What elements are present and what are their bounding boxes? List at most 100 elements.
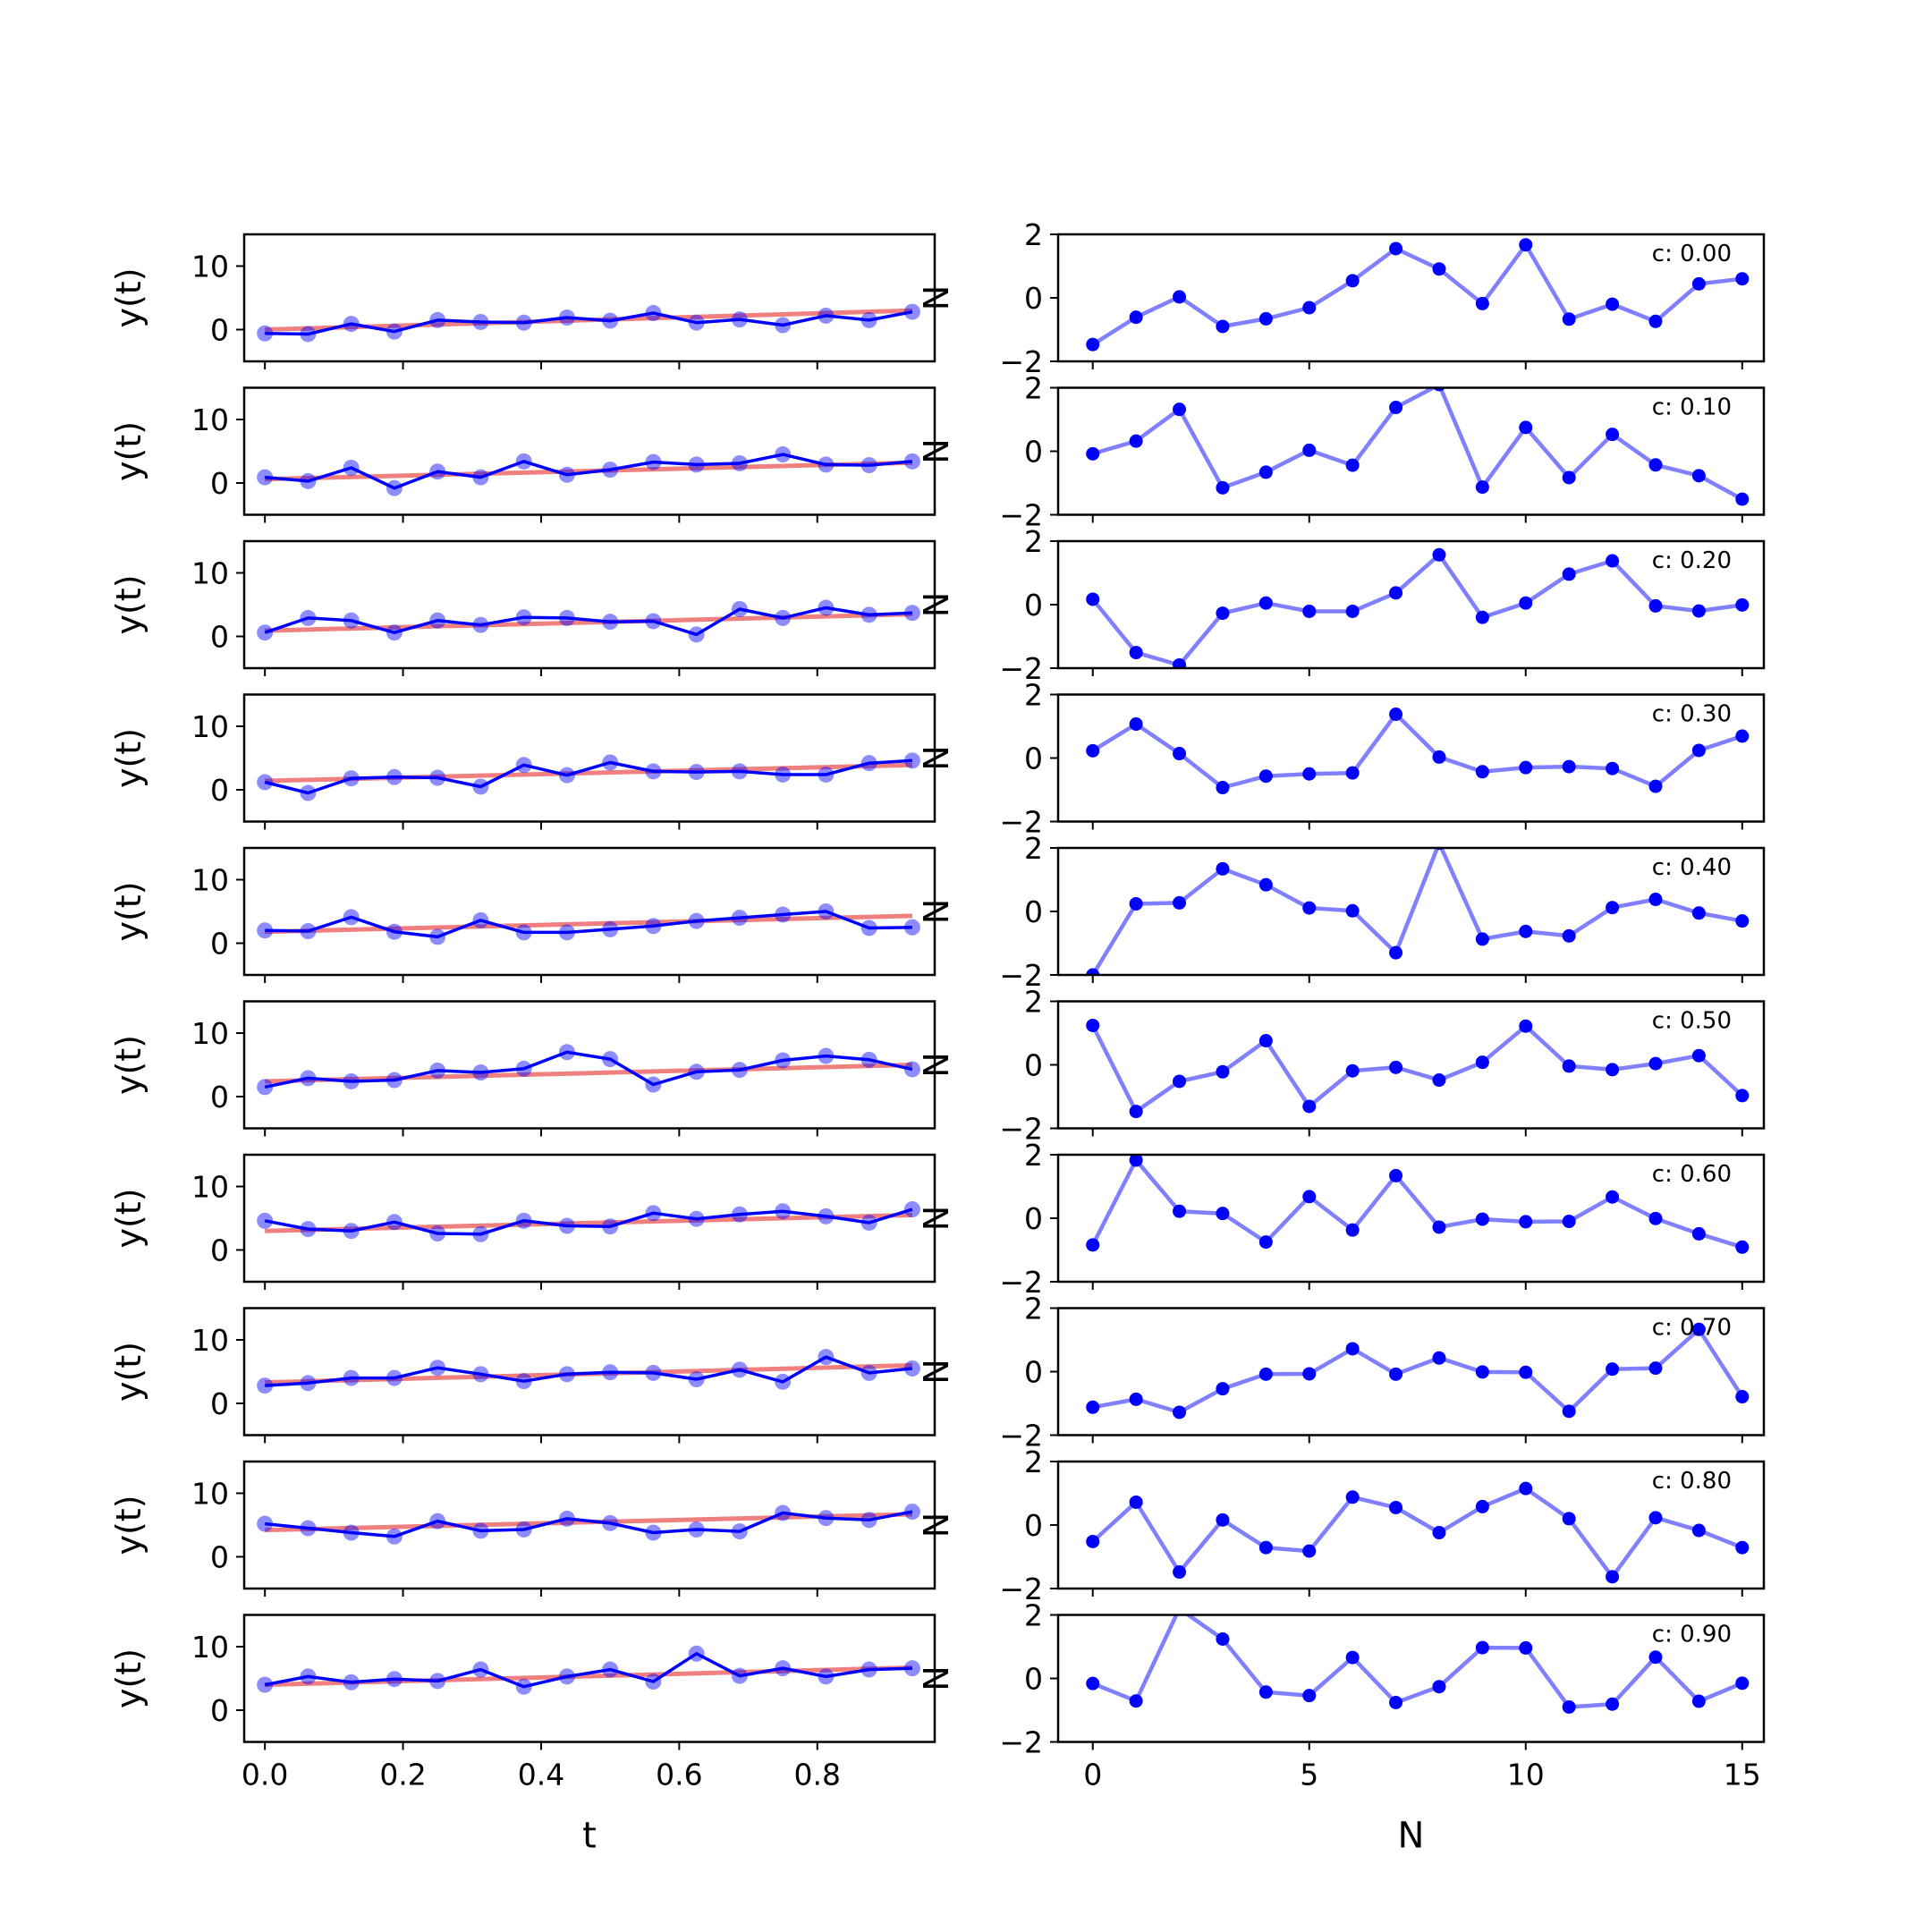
y-tick-label: 2 <box>1024 217 1043 252</box>
noise-point <box>1475 1499 1489 1513</box>
left-plot-area <box>257 1645 920 1695</box>
y-axis-label: N <box>917 592 956 617</box>
left-axes-frame <box>242 386 936 516</box>
noise-point <box>1735 1240 1750 1254</box>
y-tick-label: 2 <box>1024 1445 1043 1479</box>
left-x-axis-label: t <box>582 1816 597 1857</box>
y-tick-label: 10 <box>191 1016 229 1051</box>
y-tick-label: 0 <box>210 773 229 808</box>
noise-line <box>1090 1157 1743 1250</box>
noise-point <box>1432 1680 1446 1694</box>
noise-point <box>1735 1089 1750 1103</box>
noise-point <box>1258 1034 1273 1048</box>
left-plot-area <box>257 446 920 496</box>
noise-point <box>1216 781 1230 795</box>
left-panel-9: 0 10 y(t) 0.0 0.2 0.4 0.6 0.8 <box>109 1614 936 1792</box>
noise-line <box>1092 1327 1744 1415</box>
noise-point <box>1086 743 1100 758</box>
noise-point <box>1129 1105 1143 1119</box>
y-tick-label: 0 <box>210 1386 229 1421</box>
noise-point <box>1648 314 1663 328</box>
right-plot-area <box>1086 1481 1750 1584</box>
y-tick-label: 2 <box>1024 985 1043 1020</box>
noise-point <box>1258 769 1273 784</box>
x-tick-label: 5 <box>1300 1758 1318 1792</box>
right-plot-area <box>1086 547 1750 668</box>
data-point <box>257 774 274 791</box>
x-tick-label: 0.2 <box>379 1758 426 1792</box>
x-tick-label: 10 <box>1507 1758 1545 1792</box>
noise-point <box>1302 301 1317 315</box>
noise-point <box>1475 480 1489 495</box>
y-tick-label: 0 <box>1024 1201 1043 1236</box>
data-point <box>903 919 920 936</box>
noise-point <box>1258 596 1273 610</box>
right-plot-area <box>1086 1322 1750 1419</box>
left-panel-1: 0 10 y(t) <box>109 386 936 523</box>
left-panel-8: 0 10 y(t) <box>109 1460 936 1597</box>
noise-point <box>1389 586 1403 600</box>
noise-point <box>1519 1365 1533 1379</box>
noise-point <box>1345 1063 1360 1078</box>
noise-point <box>1691 1048 1706 1063</box>
noise-point <box>1302 1190 1317 1204</box>
y-axis-label: N <box>917 1052 956 1077</box>
noise-point <box>1691 1322 1706 1336</box>
noise-point <box>1735 1676 1750 1690</box>
data-point <box>903 1504 920 1521</box>
noise-point <box>1173 1405 1187 1419</box>
noise-point <box>1519 596 1533 610</box>
noise-point <box>1389 1500 1403 1514</box>
y-tick-label: 2 <box>1024 1292 1043 1326</box>
noise-point <box>1216 1064 1230 1079</box>
noise-point <box>1562 567 1576 581</box>
left-panel-4: 0 10 y(t) <box>109 846 936 983</box>
right-plot-area <box>1086 238 1750 352</box>
trend-line <box>265 1063 912 1084</box>
noise-point <box>1086 1676 1100 1690</box>
right-panel-7: c: 0.70 −2 0 2 N <box>917 1292 1766 1453</box>
noise-point <box>1562 1512 1576 1526</box>
y-tick-label: 0 <box>210 1233 229 1268</box>
noise-point <box>1432 547 1446 562</box>
noise-point <box>1691 1694 1706 1708</box>
y-tick-label: 0 <box>210 1080 229 1114</box>
noise-point <box>1519 1215 1533 1229</box>
noise-point <box>1258 1235 1273 1250</box>
noise-point <box>1216 1631 1230 1646</box>
left-axes-frame <box>242 1307 936 1436</box>
left-axes-frame <box>242 693 936 823</box>
y-tick-label: −2 <box>999 1572 1043 1606</box>
noise-point <box>1735 272 1750 286</box>
y-tick-label: −2 <box>999 498 1043 533</box>
noise-point <box>1302 1689 1317 1703</box>
noise-point <box>1691 743 1706 758</box>
y-tick-label: −2 <box>999 344 1043 379</box>
noise-point <box>1302 767 1317 781</box>
noise-point <box>1173 1565 1187 1580</box>
noise-point <box>1648 1361 1663 1376</box>
noise-point <box>1173 1204 1187 1218</box>
data-point <box>903 605 920 622</box>
y-tick-label: 2 <box>1024 524 1043 559</box>
y-tick-label: 10 <box>191 863 229 898</box>
y-tick-label: 10 <box>191 1323 229 1358</box>
left-axes-frame <box>242 1153 936 1284</box>
right-plot-area <box>1086 387 1750 506</box>
noise-point <box>1432 1220 1446 1234</box>
noise-point <box>1086 592 1100 606</box>
noise-point <box>1216 1513 1230 1527</box>
noise-point <box>1519 924 1533 938</box>
noise-point <box>1216 480 1230 495</box>
data-point <box>257 1377 274 1394</box>
y-tick-label: 0 <box>1024 281 1043 316</box>
noise-point <box>1345 274 1360 288</box>
right-x-axis-label: N <box>1398 1816 1425 1857</box>
noise-point <box>1475 610 1489 624</box>
noise-line <box>1091 712 1743 790</box>
left-plot-area <box>257 752 920 801</box>
x-tick-label: 0.8 <box>794 1758 841 1792</box>
y-tick-label: 10 <box>191 1477 229 1512</box>
